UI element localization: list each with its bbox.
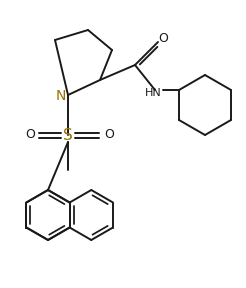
Text: O: O bbox=[104, 128, 114, 141]
Text: HN: HN bbox=[145, 88, 161, 98]
Text: N: N bbox=[56, 89, 66, 103]
Text: O: O bbox=[25, 128, 35, 141]
Text: O: O bbox=[158, 33, 168, 46]
Text: S: S bbox=[63, 128, 73, 143]
